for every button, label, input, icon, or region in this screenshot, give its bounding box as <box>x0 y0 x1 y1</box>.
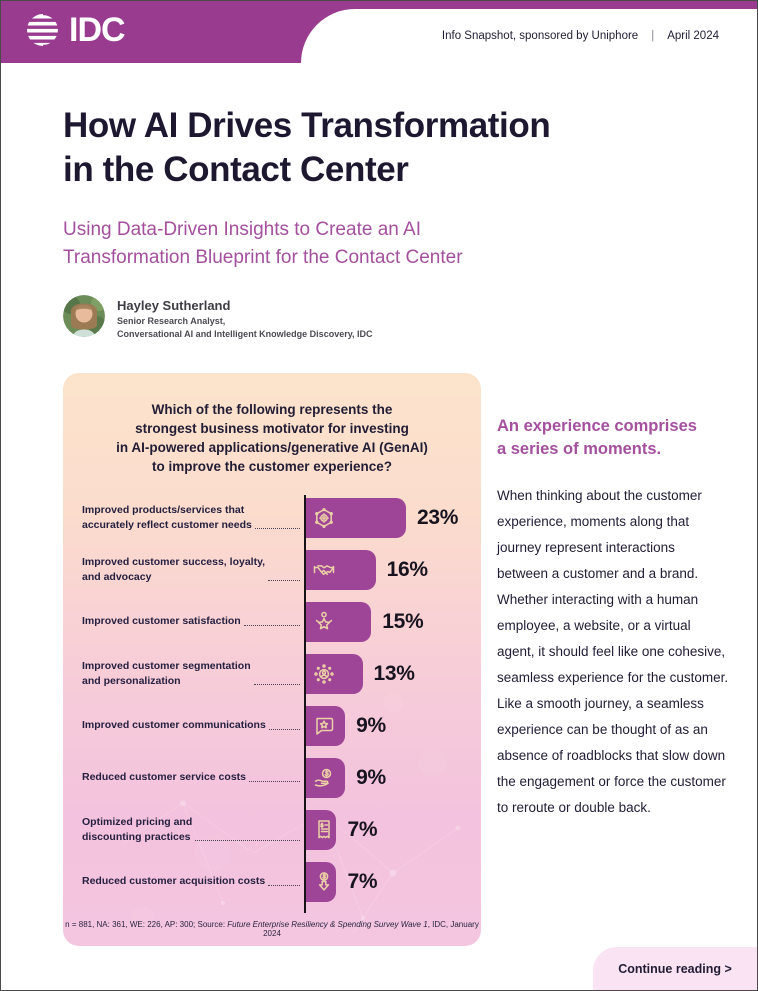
satisfaction-star-icon <box>312 610 336 634</box>
header-meta-separator: | <box>651 30 655 42</box>
chart-footnote: n = 881, NA: 361, WE: 226, AP: 300; Sour… <box>65 919 479 938</box>
dot-leader <box>253 683 300 685</box>
handshake-icon <box>312 558 336 582</box>
bar-label: Improved customer success, loyalty, and … <box>82 556 266 583</box>
page-header: IDC Info Snapshot, sponsored by Uniphore… <box>1 1 757 63</box>
header-meta-text: Info Snapshot, sponsored by Uniphore <box>441 30 639 42</box>
header-date: April 2024 <box>667 30 719 42</box>
dot-leader <box>249 780 300 782</box>
dot-leader <box>268 579 300 581</box>
bar <box>306 497 407 538</box>
bar <box>306 549 376 590</box>
dollar-down-arrow-icon <box>312 870 336 894</box>
bar-label: Improved customer segmentation and perso… <box>82 660 251 687</box>
chart-question-title: Which of the following represents the st… <box>116 401 428 475</box>
bar-label: Optimized pricing and discounting practi… <box>82 816 193 843</box>
idc-globe-icon <box>25 12 61 48</box>
bar-value: 15% <box>382 609 424 633</box>
bar-value: 7% <box>347 869 378 893</box>
continue-reading-label: Continue reading > <box>618 961 732 976</box>
bar-value: 9% <box>356 765 386 789</box>
bar-label: Reduced customer service costs <box>82 771 246 784</box>
communication-bubble-icon <box>312 714 336 738</box>
bar-value: 9% <box>356 713 386 737</box>
bar <box>306 809 337 850</box>
dot-leader <box>268 728 300 730</box>
ai-network-icon <box>312 506 336 530</box>
bar-value: 7% <box>347 817 378 841</box>
chart-bar-row: Reduced customer acquisition costs 7% <box>63 856 481 908</box>
continue-reading-button[interactable]: Continue reading > <box>593 947 757 990</box>
bar-value: 16% <box>386 557 428 581</box>
author-role-line1: Senior Research Analyst, <box>117 315 226 326</box>
dot-leader <box>243 624 300 626</box>
chart-bar-row: Improved customer satisfaction 15% <box>63 596 481 648</box>
bar-label: Improved products/services that accurate… <box>82 504 252 531</box>
author-block: Hayley Sutherland Senior Research Analys… <box>63 294 757 342</box>
author-role-line2: Conversational AI and Intelligent Knowle… <box>117 329 373 340</box>
bar-value: 23% <box>417 505 459 529</box>
bar-label: Reduced customer acquisition costs <box>82 875 266 888</box>
idc-logo-text: IDC <box>69 11 126 49</box>
bar-label: Improved customer communications <box>82 719 266 732</box>
bar <box>306 861 337 902</box>
survey-chart-panel: Which of the following represents the st… <box>63 372 481 946</box>
idc-logo: IDC <box>23 10 126 50</box>
bar <box>306 757 346 798</box>
dot-leader <box>268 884 300 886</box>
page-subtitle: Using Data-Driven Insights to Create an … <box>63 218 463 269</box>
header-meta-bar: Info Snapshot, sponsored by Uniphore | A… <box>301 9 757 63</box>
sidebar-heading: An experience comprises a series of mome… <box>497 416 697 459</box>
chart-bar-row: Optimized pricing and discounting practi… <box>63 804 481 856</box>
dot-leader <box>254 527 300 529</box>
dot-leader <box>195 839 300 841</box>
chart-bar-row: Improved products/services that accurate… <box>63 492 481 544</box>
chart-bar-row: Improved customer success, loyalty, and … <box>63 544 481 596</box>
bar-value: 13% <box>373 661 415 685</box>
author-avatar <box>63 294 105 337</box>
bar <box>306 705 346 746</box>
receipt-icon <box>312 818 336 842</box>
bar <box>306 653 363 694</box>
author-name: Hayley Sutherland <box>117 297 231 313</box>
hand-coin-icon <box>312 766 336 790</box>
sidebar-body-text: When thinking about the customer experie… <box>497 487 729 816</box>
segmentation-icon <box>312 662 336 686</box>
chart-bar-row: Reduced customer service costs 9% <box>63 752 481 804</box>
sidebar-column: An experience comprises a series of mome… <box>497 373 729 946</box>
chart-rows: Improved products/services that accurate… <box>63 492 481 913</box>
bar-label: Improved customer satisfaction <box>82 615 241 628</box>
bar <box>306 601 372 642</box>
chart-bar-row: Improved customer communications 9% <box>63 700 481 752</box>
page-title: How AI Drives Transformation in the Cont… <box>63 106 551 190</box>
chart-axis-line <box>304 494 306 913</box>
chart-bar-row: Improved customer segmentation and perso… <box>63 648 481 700</box>
